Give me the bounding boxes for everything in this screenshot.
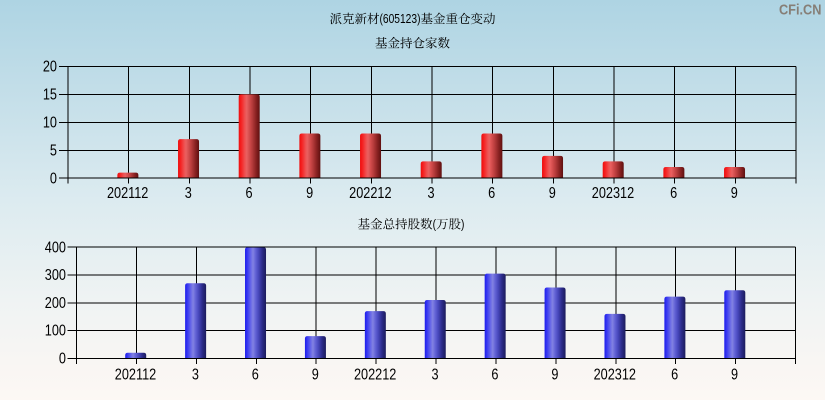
svg-text:3: 3	[427, 185, 434, 202]
svg-text:9: 9	[731, 185, 738, 202]
svg-text:6: 6	[491, 366, 498, 383]
svg-text:9: 9	[551, 366, 558, 383]
svg-text:300: 300	[45, 267, 66, 284]
svg-text:CFi.CN: CFi.CN	[779, 2, 821, 18]
svg-text:6: 6	[252, 366, 259, 383]
svg-text:3: 3	[432, 366, 439, 383]
svg-text:0: 0	[59, 350, 66, 367]
svg-text:9: 9	[731, 366, 738, 383]
svg-text:202212: 202212	[349, 185, 391, 202]
svg-text:202212: 202212	[354, 366, 396, 383]
svg-text:202112: 202112	[115, 366, 157, 383]
svg-text:202312: 202312	[592, 185, 634, 202]
svg-text:6: 6	[488, 185, 495, 202]
svg-text:6: 6	[245, 185, 252, 202]
svg-text:(605123): (605123)	[379, 13, 420, 26]
svg-text:100: 100	[45, 323, 66, 340]
svg-text:5: 5	[50, 142, 57, 159]
svg-text:0: 0	[50, 170, 57, 187]
svg-text:(: (	[433, 219, 437, 232]
svg-text:10: 10	[43, 114, 57, 131]
svg-text:202312: 202312	[594, 366, 636, 383]
svg-text:9: 9	[306, 185, 313, 202]
svg-text:3: 3	[185, 185, 192, 202]
svg-text:9: 9	[549, 185, 556, 202]
svg-text:200: 200	[45, 295, 66, 312]
svg-text:9: 9	[312, 366, 319, 383]
svg-text:): )	[461, 219, 465, 232]
svg-text:6: 6	[670, 185, 677, 202]
svg-text:15: 15	[43, 86, 57, 103]
svg-text:400: 400	[45, 239, 66, 256]
svg-text:202112: 202112	[107, 185, 149, 202]
svg-text:3: 3	[192, 366, 199, 383]
svg-text:6: 6	[671, 366, 678, 383]
svg-text:20: 20	[43, 58, 57, 75]
